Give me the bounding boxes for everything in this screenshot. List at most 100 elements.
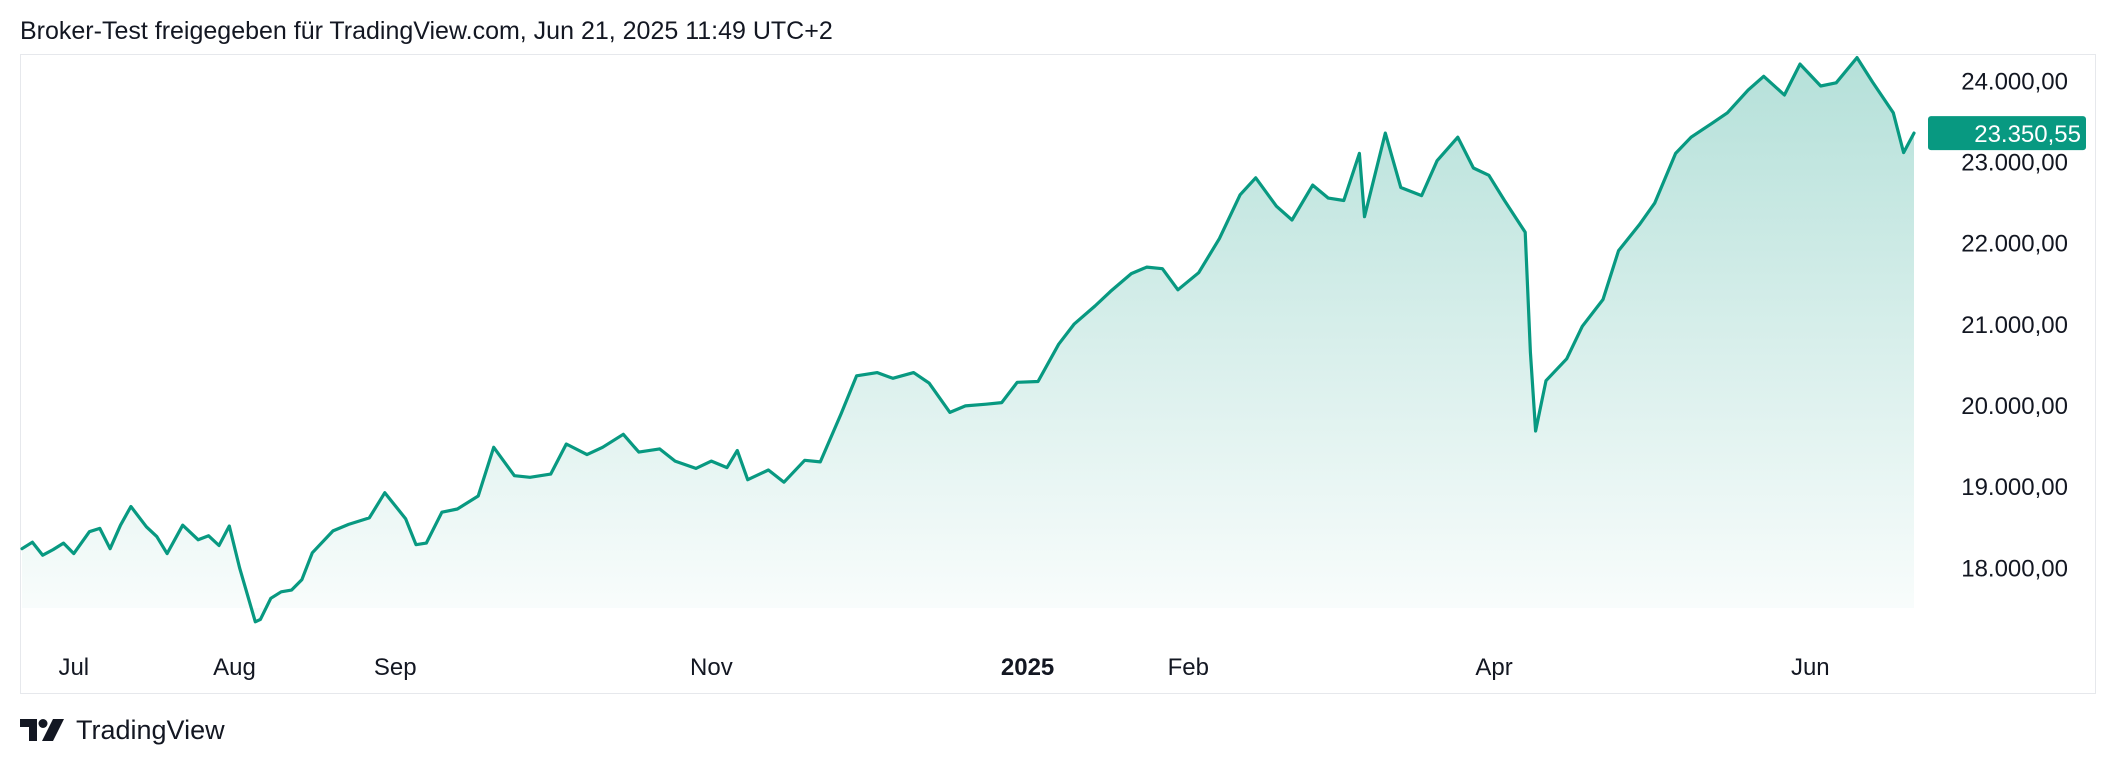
price-point (165, 552, 169, 556)
price-point (1653, 201, 1657, 205)
price-point (1855, 56, 1859, 60)
price-point (658, 447, 662, 451)
price-point (1145, 265, 1149, 269)
price-point (207, 534, 211, 538)
price-point (1399, 186, 1403, 190)
price-point (735, 449, 739, 453)
price-point (782, 480, 786, 484)
price-point (1544, 379, 1548, 383)
price-point (310, 551, 314, 555)
y-tick-label: 22.000,00 (1961, 231, 2068, 258)
price-point (1176, 288, 1180, 292)
price-point (1710, 121, 1714, 125)
price-point (694, 466, 698, 470)
price-point (279, 590, 283, 594)
price-point (549, 472, 553, 476)
price-point (912, 371, 916, 375)
price-point (766, 468, 770, 472)
x-tick-label: Aug (213, 654, 256, 681)
price-point (1093, 304, 1097, 308)
price-point (1129, 272, 1133, 276)
last-price-label: 23.350,55 (1974, 121, 2081, 148)
price-point (269, 596, 273, 600)
price-point (1674, 151, 1678, 155)
price-point (875, 371, 879, 375)
tradingview-logo-icon[interactable] (20, 719, 64, 741)
price-point (1617, 249, 1621, 253)
price-point (948, 410, 952, 414)
price-point (155, 535, 159, 539)
price-point (1456, 135, 1460, 139)
price-point (1819, 84, 1823, 88)
price-point (217, 544, 221, 548)
price-point (637, 450, 641, 454)
price-point (1290, 218, 1294, 222)
price-point (927, 381, 931, 385)
price-point (1912, 131, 1916, 135)
price-point (1689, 135, 1693, 139)
price-point (253, 620, 257, 624)
price-point (1471, 166, 1475, 170)
price-point (87, 530, 91, 534)
price-point (62, 541, 66, 545)
x-tick-label: 2025 (1001, 654, 1054, 681)
price-area-fill (22, 57, 1914, 622)
price-point (601, 445, 605, 449)
price-point (196, 538, 200, 542)
x-tick-label: Feb (1168, 654, 1209, 681)
price-point (1782, 93, 1786, 97)
price-point (1834, 81, 1838, 85)
price-point (129, 505, 133, 509)
price-point (108, 547, 112, 551)
price-point (839, 412, 843, 416)
price-point (1383, 131, 1387, 135)
price-point (72, 552, 76, 556)
tradingview-brand-label[interactable]: TradingView (76, 715, 225, 745)
price-point (1254, 176, 1258, 180)
price-point (1363, 215, 1367, 219)
price-point (238, 566, 242, 570)
price-point (290, 588, 294, 592)
price-point (1000, 401, 1004, 405)
chart-frame (20, 54, 2096, 694)
price-point (227, 524, 231, 528)
price-line[interactable] (20, 56, 1916, 624)
x-tick-label: Jun (1791, 654, 1830, 681)
price-point (528, 475, 532, 479)
price-point (440, 510, 444, 514)
price-point (564, 442, 568, 446)
price-point (1565, 357, 1569, 361)
price-point (1487, 173, 1491, 177)
price-point (709, 459, 713, 463)
price-point (20, 547, 24, 551)
price-point (1902, 151, 1906, 155)
price-point (1342, 199, 1346, 203)
price-point (1528, 350, 1532, 354)
price-point (455, 507, 459, 511)
price-point (855, 374, 859, 378)
y-tick-label: 20.000,00 (1961, 393, 2068, 420)
last-price-badge (1928, 116, 2086, 151)
price-point (1871, 80, 1875, 84)
footer: TradingView (20, 712, 225, 748)
x-tick-label: Jul (58, 654, 89, 681)
y-tick-label: 24.000,00 (1961, 68, 2068, 95)
price-point (1435, 159, 1439, 163)
price-point (1746, 88, 1750, 92)
x-tick-label: Apr (1475, 654, 1512, 681)
price-point (1238, 193, 1242, 197)
price-point (144, 525, 148, 529)
price-point (367, 516, 371, 520)
price-point (51, 548, 55, 552)
price-point (1057, 342, 1061, 346)
price-point (181, 523, 185, 527)
price-point (1015, 380, 1019, 384)
price-point (383, 491, 387, 495)
price-point (1160, 267, 1164, 271)
price-point (673, 459, 677, 463)
price-point (725, 466, 729, 470)
price-point (891, 376, 895, 380)
price-point (1357, 151, 1361, 155)
price-point (1637, 223, 1641, 227)
